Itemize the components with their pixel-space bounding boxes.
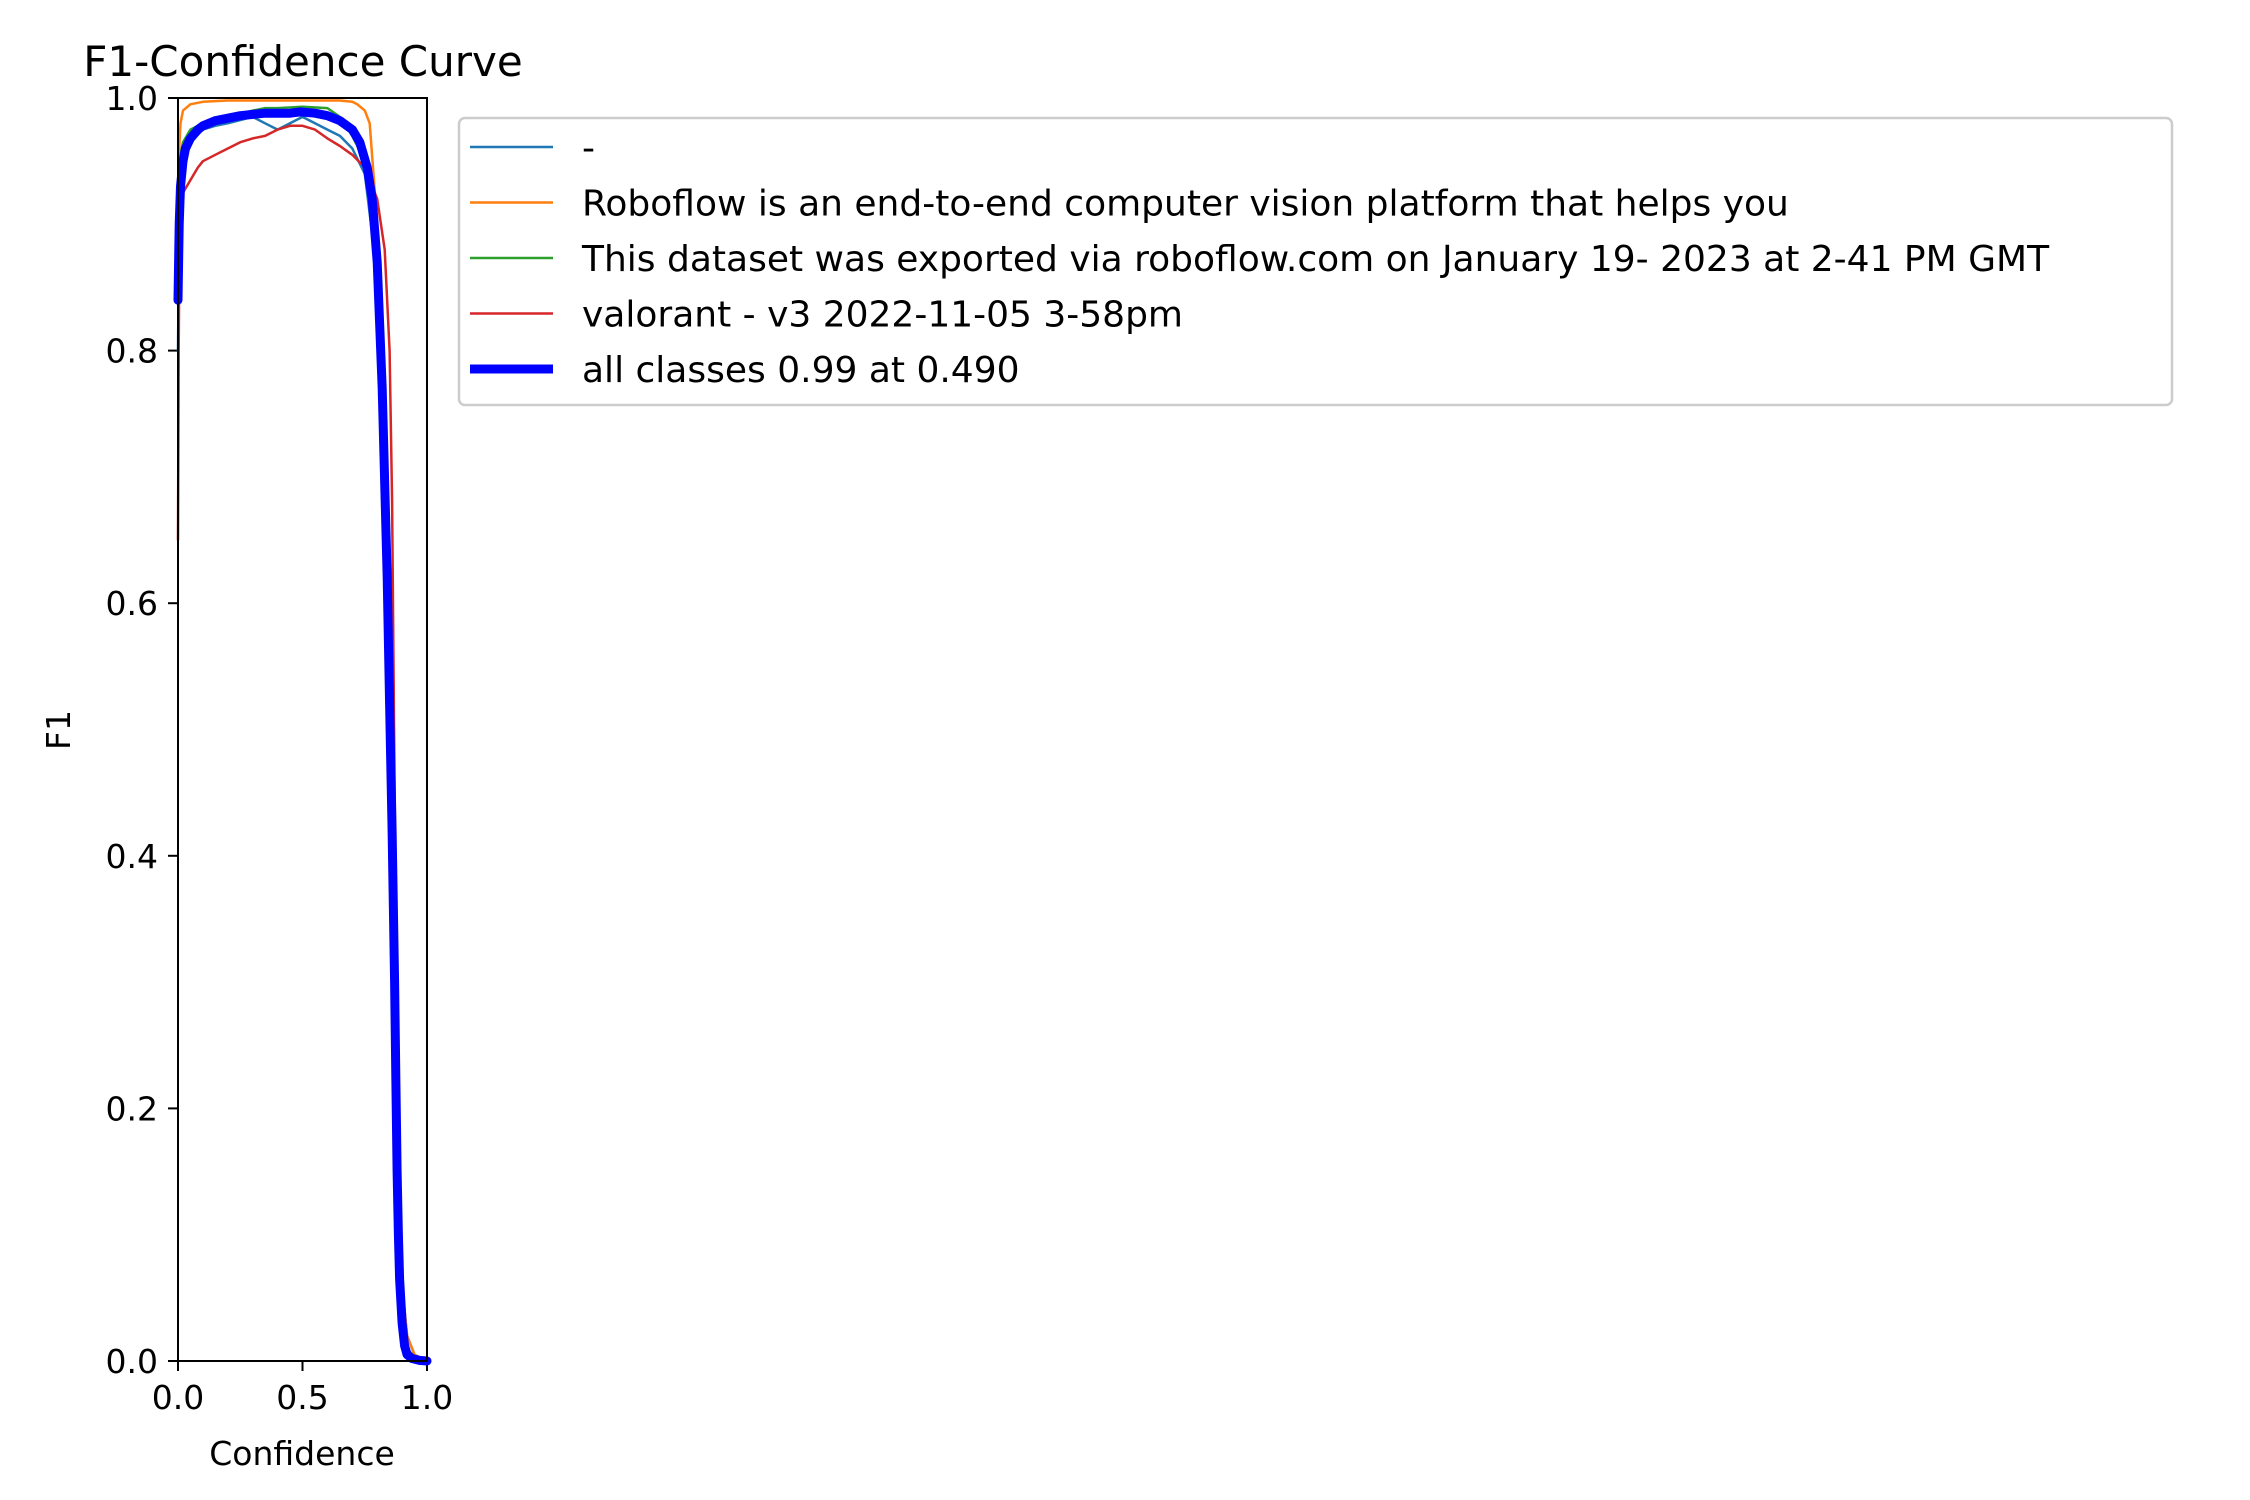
y-tick-label: 1.0	[106, 79, 158, 118]
x-tick-label: 1.0	[401, 1378, 453, 1417]
x-axis-label: Confidence	[209, 1434, 395, 1473]
y-axis-label: F1	[39, 710, 78, 750]
plot-frame	[177, 97, 428, 1362]
legend: - Roboflow is an end-to-end computer visi…	[457, 116, 2174, 407]
y-tick-label: 0.0	[106, 1342, 158, 1381]
ticks-layer: 0.0 0.5 1.0 0.0 0.2 0.4 0.6 0.8 1.0	[106, 79, 454, 1417]
legend-label: valorant - v3 2022-11-05 3-58pm	[582, 295, 1183, 336]
legend-label: -	[582, 128, 595, 169]
legend-label: all classes 0.99 at 0.490	[582, 350, 1020, 391]
legend-label: Roboflow is an end-to-end computer visio…	[582, 184, 1789, 225]
y-tick-label: 0.8	[106, 332, 158, 371]
x-tick-label: 0.5	[276, 1378, 328, 1417]
series-line-all-classes	[173, 107, 432, 1366]
legend-label: This dataset was exported via roboflow.c…	[581, 239, 2050, 280]
series-layer	[173, 99, 432, 1366]
y-tick-label: 0.2	[106, 1089, 158, 1128]
chart-title: F1-Confidence Curve	[83, 37, 522, 86]
y-tick-label: 0.4	[106, 837, 158, 876]
y-tick-label: 0.6	[106, 584, 158, 623]
x-tick-label: 0.0	[152, 1378, 204, 1417]
legend-frame	[457, 116, 2174, 407]
